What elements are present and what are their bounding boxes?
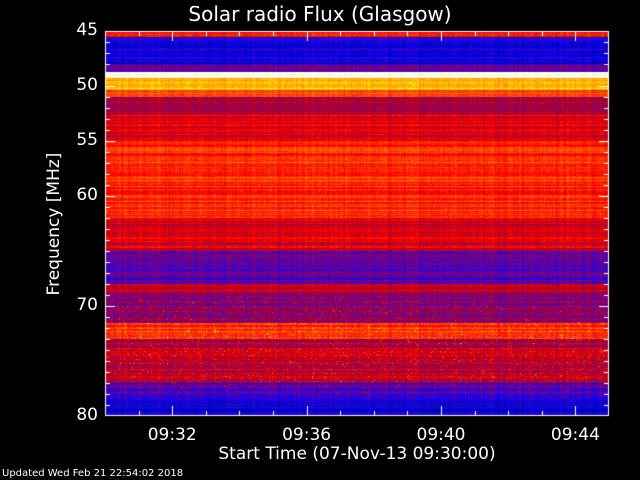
updated-timestamp: Updated Wed Feb 21 22:54:02 2018 — [2, 468, 184, 479]
x-tick-label: 09:40 — [416, 425, 466, 445]
y-tick-label: 55 — [76, 130, 98, 150]
y-tick-label: 70 — [76, 295, 98, 315]
x-axis-label: Start Time (07-Nov-13 09:30:00) — [218, 444, 496, 464]
y-tick-label: 60 — [76, 185, 98, 205]
y-tick-label: 50 — [76, 75, 98, 95]
y-tick-label: 45 — [76, 20, 98, 40]
y-axis-label: Frequency [MHz] — [44, 152, 64, 296]
chart-title: Solar radio Flux (Glasgow) — [188, 2, 452, 26]
y-tick-label: 80 — [76, 405, 98, 425]
x-tick-label: 09:44 — [550, 425, 600, 445]
x-tick-label: 09:36 — [282, 425, 332, 445]
x-tick-label: 09:32 — [147, 425, 197, 445]
